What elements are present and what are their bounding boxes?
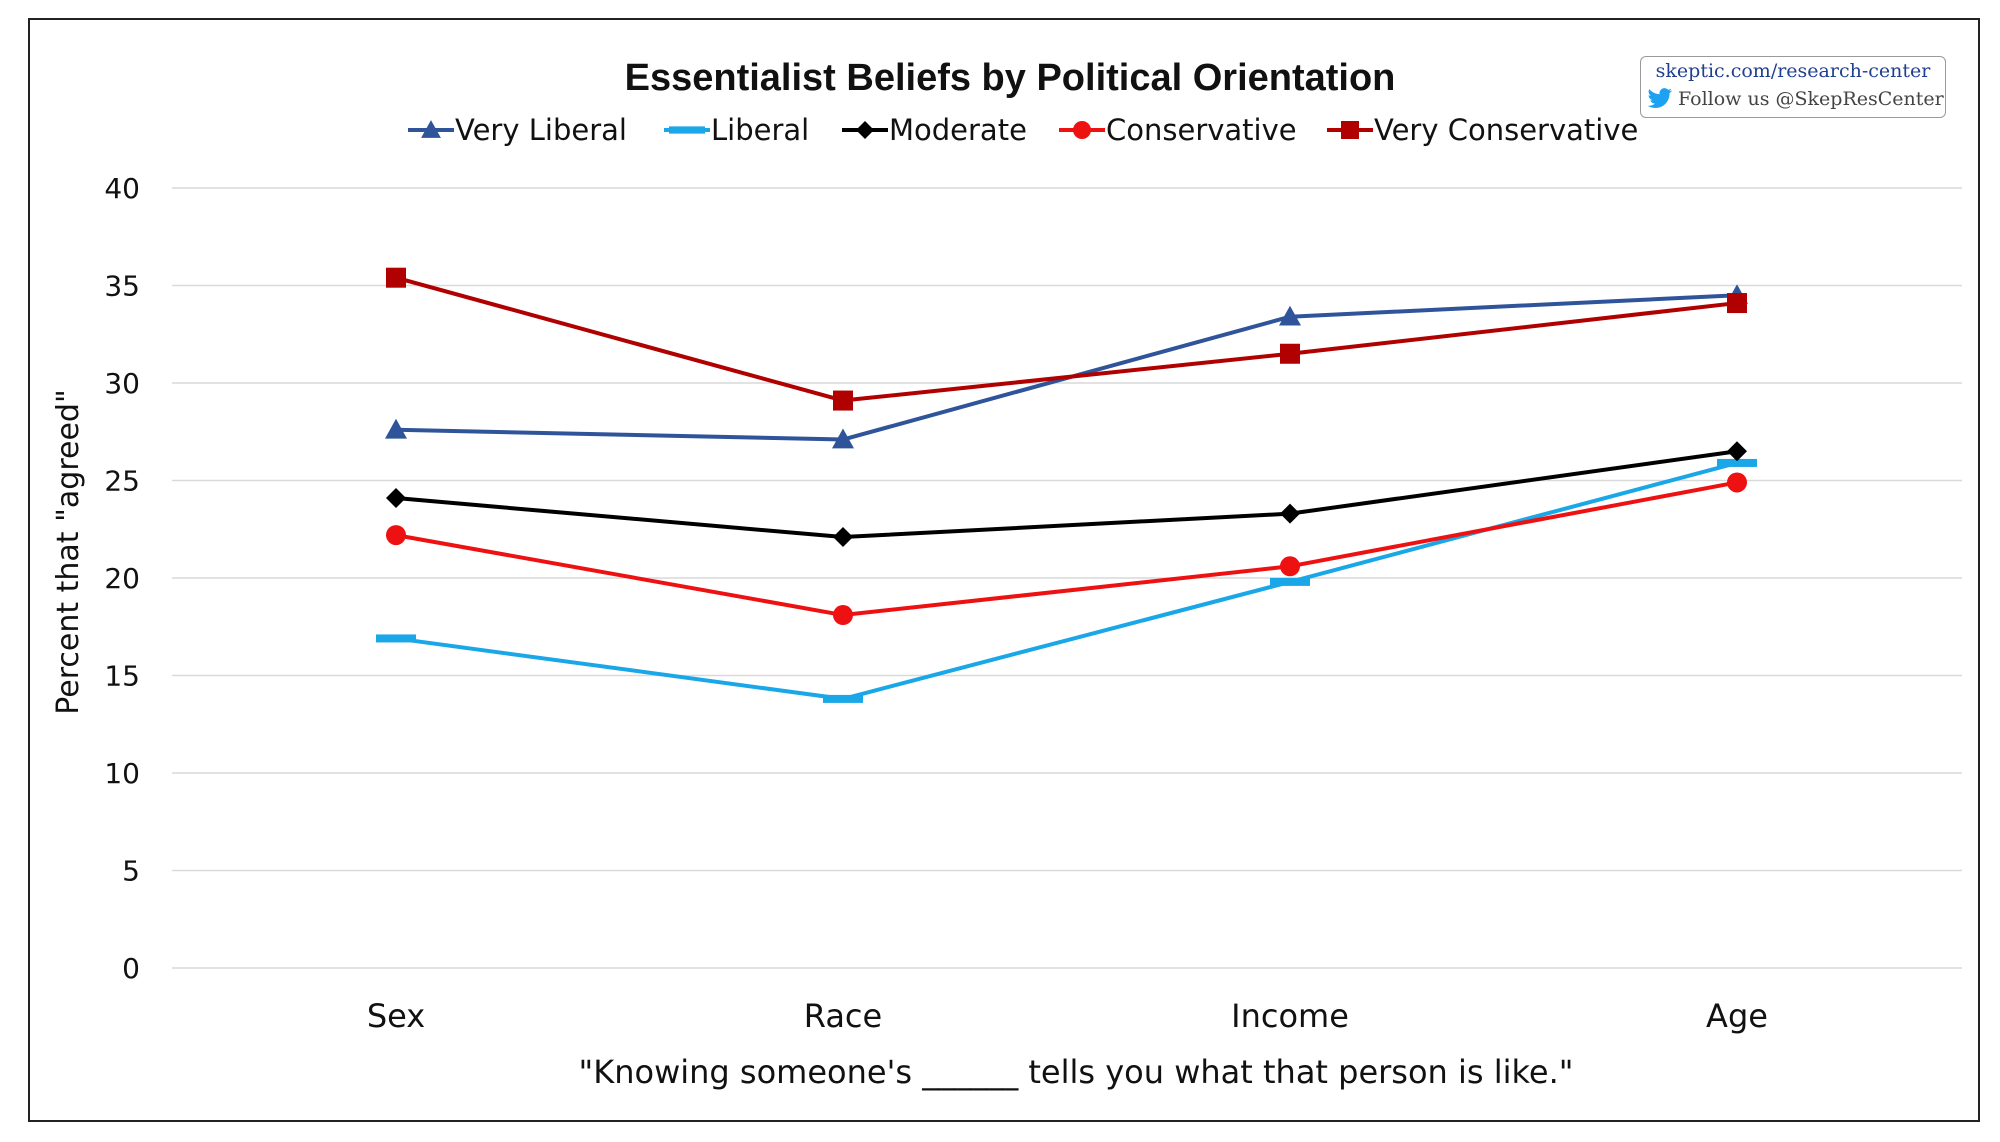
data-point-marker xyxy=(856,121,874,139)
y-axis-ticks: 0 5 10 15 20 25 30 35 40 xyxy=(104,172,140,985)
series-line xyxy=(395,275,1738,403)
watermark-follow-text: Follow us @SkepResCenter xyxy=(1678,88,1944,110)
legend-item-liberal: Liberal xyxy=(664,113,809,147)
y-tick-label: 10 xyxy=(104,757,140,790)
data-point-marker xyxy=(386,488,406,509)
series-line xyxy=(395,461,1738,701)
data-point-marker xyxy=(421,120,441,138)
y-tick-label: 35 xyxy=(104,270,140,303)
y-axis-label: Percent that "agreed" xyxy=(51,389,86,715)
x-axis-categories: Sex Race Income Age xyxy=(367,997,1768,1035)
y-tick-label: 20 xyxy=(104,562,140,595)
y-tick-label: 30 xyxy=(104,367,140,400)
watermark-follow: Follow us @SkepResCenter xyxy=(1647,88,1945,110)
legend: Very Liberal Liberal Moderate Conservative V… xyxy=(408,113,1638,147)
legend-item-very-conservative: Very Conservative xyxy=(1327,113,1638,147)
legend-label: Liberal xyxy=(711,113,809,147)
twitter-bird-icon xyxy=(1647,88,1673,108)
series-line xyxy=(395,449,1738,540)
y-tick-label: 40 xyxy=(104,172,140,205)
y-tick-label: 15 xyxy=(104,660,140,693)
data-point-marker xyxy=(1341,121,1359,139)
legend-label: Very Conservative xyxy=(1374,113,1638,147)
data-point-marker xyxy=(1280,343,1300,364)
series-very-liberal xyxy=(385,284,1748,449)
data-point-marker xyxy=(823,694,863,703)
series-line xyxy=(395,293,1738,442)
data-point-marker xyxy=(832,428,854,449)
gridlines xyxy=(172,187,1962,969)
data-point-marker xyxy=(1073,121,1091,139)
legend-label: Conservative xyxy=(1106,113,1297,147)
series-liberal xyxy=(376,458,1757,703)
data-point-marker xyxy=(833,605,853,626)
legend-label: Very Liberal xyxy=(455,113,627,147)
series-line xyxy=(395,480,1738,618)
data-point-marker xyxy=(1270,577,1310,586)
data-point-marker xyxy=(1727,441,1747,462)
x-category-label: Income xyxy=(1231,997,1349,1035)
legend-label: Moderate xyxy=(889,113,1027,147)
legend-item-very-liberal: Very Liberal xyxy=(408,113,627,147)
data-point-marker xyxy=(1727,293,1747,314)
x-category-label: Race xyxy=(804,997,882,1035)
y-tick-label: 5 xyxy=(122,855,140,888)
data-point-marker xyxy=(1280,503,1300,524)
data-point-marker xyxy=(669,126,705,134)
x-category-label: Sex xyxy=(367,997,425,1035)
data-point-marker xyxy=(1280,556,1300,577)
data-point-marker xyxy=(833,390,853,411)
legend-item-moderate: Moderate xyxy=(842,113,1027,147)
watermark-badge: skeptic.com/research-center Follow us @S… xyxy=(1640,56,1946,118)
watermark-url: skeptic.com/research-center xyxy=(1655,60,1931,82)
x-axis-label: "Knowing someone's ______ tells you what… xyxy=(579,1053,1574,1091)
series-very-conservative xyxy=(386,267,1747,411)
series-group xyxy=(376,267,1757,703)
chart-frame xyxy=(28,18,1980,1122)
data-point-marker xyxy=(376,634,416,643)
y-tick-label: 25 xyxy=(104,465,140,498)
data-point-marker xyxy=(1717,458,1757,467)
data-point-marker xyxy=(833,527,853,548)
data-point-marker xyxy=(386,525,406,546)
series-conservative xyxy=(386,472,1747,626)
x-category-label: Age xyxy=(1706,997,1768,1035)
data-point-marker xyxy=(1279,305,1301,326)
chart-title: Essentialist Beliefs by Political Orient… xyxy=(625,57,1396,99)
data-point-marker xyxy=(1727,472,1747,493)
data-point-marker xyxy=(385,418,407,439)
legend-item-conservative: Conservative xyxy=(1059,113,1297,147)
data-point-marker xyxy=(386,267,406,288)
series-moderate xyxy=(386,441,1747,548)
y-tick-label: 0 xyxy=(122,952,140,985)
